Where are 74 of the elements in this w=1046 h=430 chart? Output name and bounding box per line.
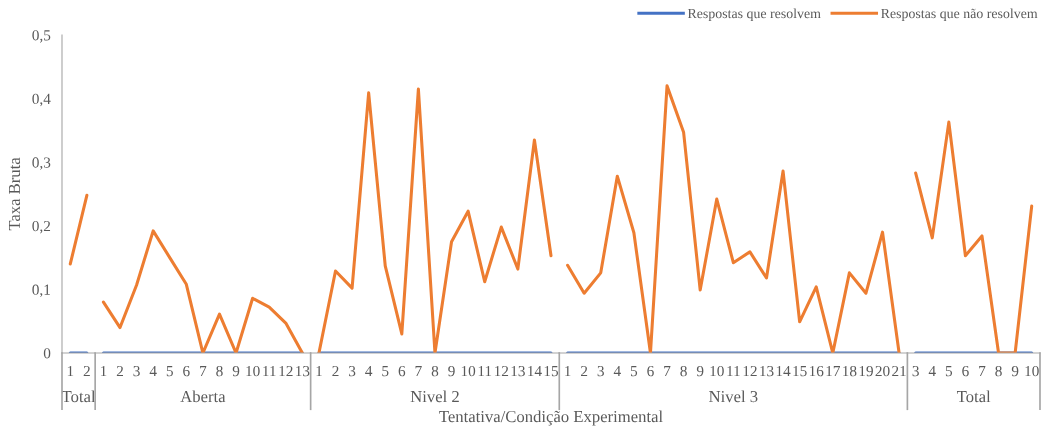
x-tick-label: 4 (928, 366, 936, 377)
x-tick-label: 15 (544, 366, 559, 377)
x-tick-label: 12 (279, 365, 293, 377)
x-axis-title: Nivel 3 (709, 390, 758, 403)
x-tick-label: 2 (83, 365, 90, 377)
x-tick-label: 1 (316, 366, 322, 377)
x-tick-label: 7 (200, 366, 207, 377)
x-tick-label: 5 (382, 366, 389, 377)
x-tick-label: 3 (912, 365, 919, 377)
x-tick-label: 15 (793, 366, 807, 377)
x-tick-label: 3 (597, 365, 604, 377)
y-tick-label: 0,3 (32, 157, 51, 170)
x-tick-label: 5 (945, 366, 953, 377)
x-tick-label: 1 (100, 366, 107, 377)
x-axis-title: Total (956, 390, 991, 403)
x-tick-label: 12 (494, 365, 509, 377)
x-tick-label: 7 (415, 366, 422, 377)
x-tick-label: 7 (664, 366, 671, 377)
x-axis-title: Nivel 2 (410, 390, 459, 403)
x-tick-label: 8 (995, 365, 1002, 377)
x-tick-label: 11 (263, 366, 276, 377)
x-tick-label: 11 (727, 366, 740, 377)
x-tick-label: 7 (979, 366, 986, 377)
x-tick-label: 1 (67, 366, 74, 377)
x-tick-label: 16 (809, 365, 824, 377)
x-tick-label: 12 (743, 365, 757, 377)
x-tick-label: 6 (647, 365, 654, 377)
x-tick-label: 14 (528, 366, 542, 377)
x-tick-label: 2 (116, 365, 123, 377)
x-tick-label: 2 (332, 365, 339, 377)
x-tick-label: 8 (216, 365, 223, 377)
x-tick-label: 18 (843, 365, 857, 377)
x-tick-label: 6 (398, 365, 406, 377)
x-axis-title: Aberta (180, 390, 226, 403)
y-tick-label: 0,5 (32, 30, 51, 43)
x-tick-label: 14 (776, 366, 791, 377)
x-tick-label: 3 (133, 365, 140, 377)
y-tick-label: 0,4 (32, 93, 51, 107)
legend-label: Respostas que não resolvem (881, 8, 1038, 22)
x-tick-label: 1 (565, 366, 571, 377)
x-tick-label: 3 (349, 365, 356, 377)
x-tick-label: 13 (296, 365, 310, 377)
x-tick-label: 19 (859, 365, 873, 377)
x-tick-label: 21 (892, 365, 906, 377)
legend-label: Respostas que resolvem (687, 8, 821, 22)
x-tick-label: 9 (1011, 365, 1019, 377)
x-tick-label: 10 (246, 365, 260, 377)
x-tick-label: 10 (461, 365, 476, 377)
x-tick-label: 9 (232, 365, 240, 377)
x-tick-label: 9 (696, 365, 704, 377)
x-tick-label: 6 (183, 365, 190, 377)
x-tick-label: 11 (478, 366, 492, 377)
x-tick-label: 4 (365, 366, 373, 377)
x-tick-label: 20 (875, 365, 890, 377)
text: Tentativa/Condição Experimental (439, 410, 663, 426)
x-tick-label: 6 (962, 365, 969, 377)
x-tick-label: 10 (710, 365, 724, 377)
y-tick-label: 0,2 (32, 220, 51, 234)
x-tick-label: 4 (149, 366, 157, 377)
x-axis-title: Total (61, 390, 96, 403)
y-axis-title: Taxa Bruta (8, 157, 21, 231)
x-tick-label: 5 (166, 366, 173, 377)
x-tick-label: 8 (680, 365, 687, 377)
y-tick-label: 0,1 (32, 284, 50, 298)
x-tick-label: 17 (826, 366, 840, 377)
x-tick-label: 10 (1025, 365, 1039, 377)
x-tick-label: 5 (630, 366, 638, 377)
x-tick-label: 9 (448, 365, 455, 377)
x-tick-label: 4 (613, 366, 621, 377)
x-tick-label: 2 (581, 365, 588, 377)
x-tick-label: 13 (511, 365, 525, 377)
x-tick-label: 13 (760, 365, 774, 377)
y-tick-label: 0 (43, 348, 51, 359)
x-tick-label: 8 (431, 365, 439, 377)
